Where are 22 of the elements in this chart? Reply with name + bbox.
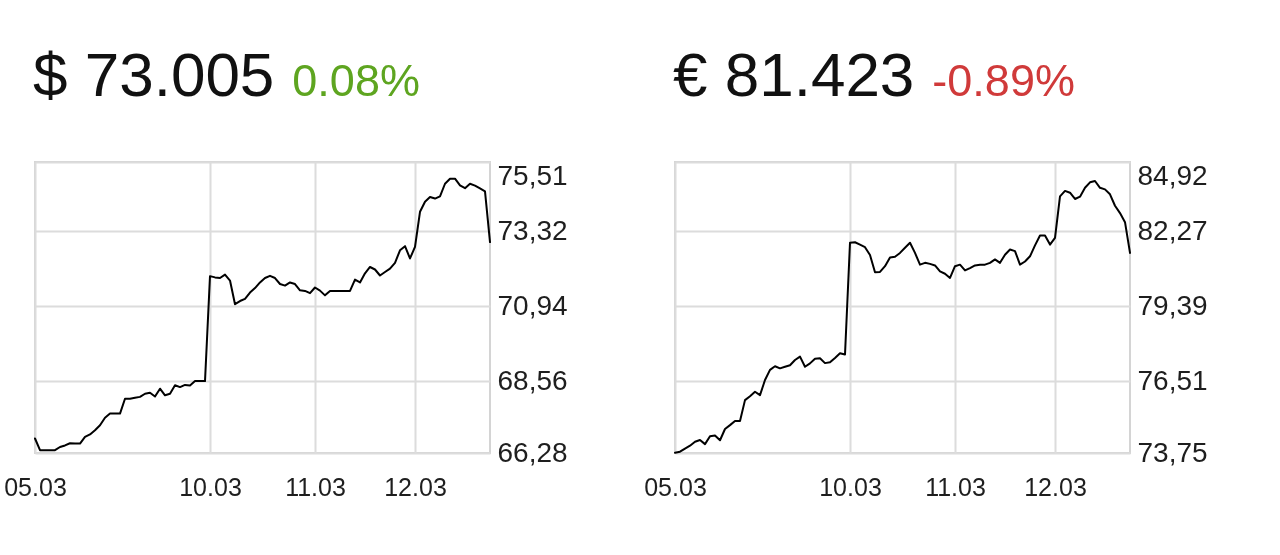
y-tick-label: 82,27 [1137,214,1208,246]
x-tick-label: 12.03 [384,472,447,501]
y-tick-label: 66,28 [497,436,568,468]
x-tick-label: 10.03 [179,472,242,501]
chart-title: € 81.423 [673,40,915,109]
y-tick-label: 70,94 [497,289,568,321]
y-tick-label: 73,32 [497,214,568,246]
y-tick-label: 76,51 [1137,364,1208,396]
y-tick-label: 84,92 [1137,159,1208,191]
y-tick-label: 79,39 [1137,289,1208,321]
x-tick-label: 05.03 [644,472,707,501]
x-tick-label: 11.03 [285,472,346,501]
x-tick-label: 12.03 [1024,472,1087,501]
chart-subtitle: -0.89% [932,55,1075,106]
x-tick-label: 11.03 [925,472,986,501]
y-tick-label: 73,75 [1137,436,1208,468]
x-tick-label: 05.03 [4,472,67,501]
y-tick-label: 68,56 [497,364,568,396]
y-tick-label: 75,51 [497,159,568,191]
chart-title: $ 73.005 [33,40,275,109]
x-tick-label: 10.03 [819,472,882,501]
chart-subtitle: 0.08% [292,55,420,106]
